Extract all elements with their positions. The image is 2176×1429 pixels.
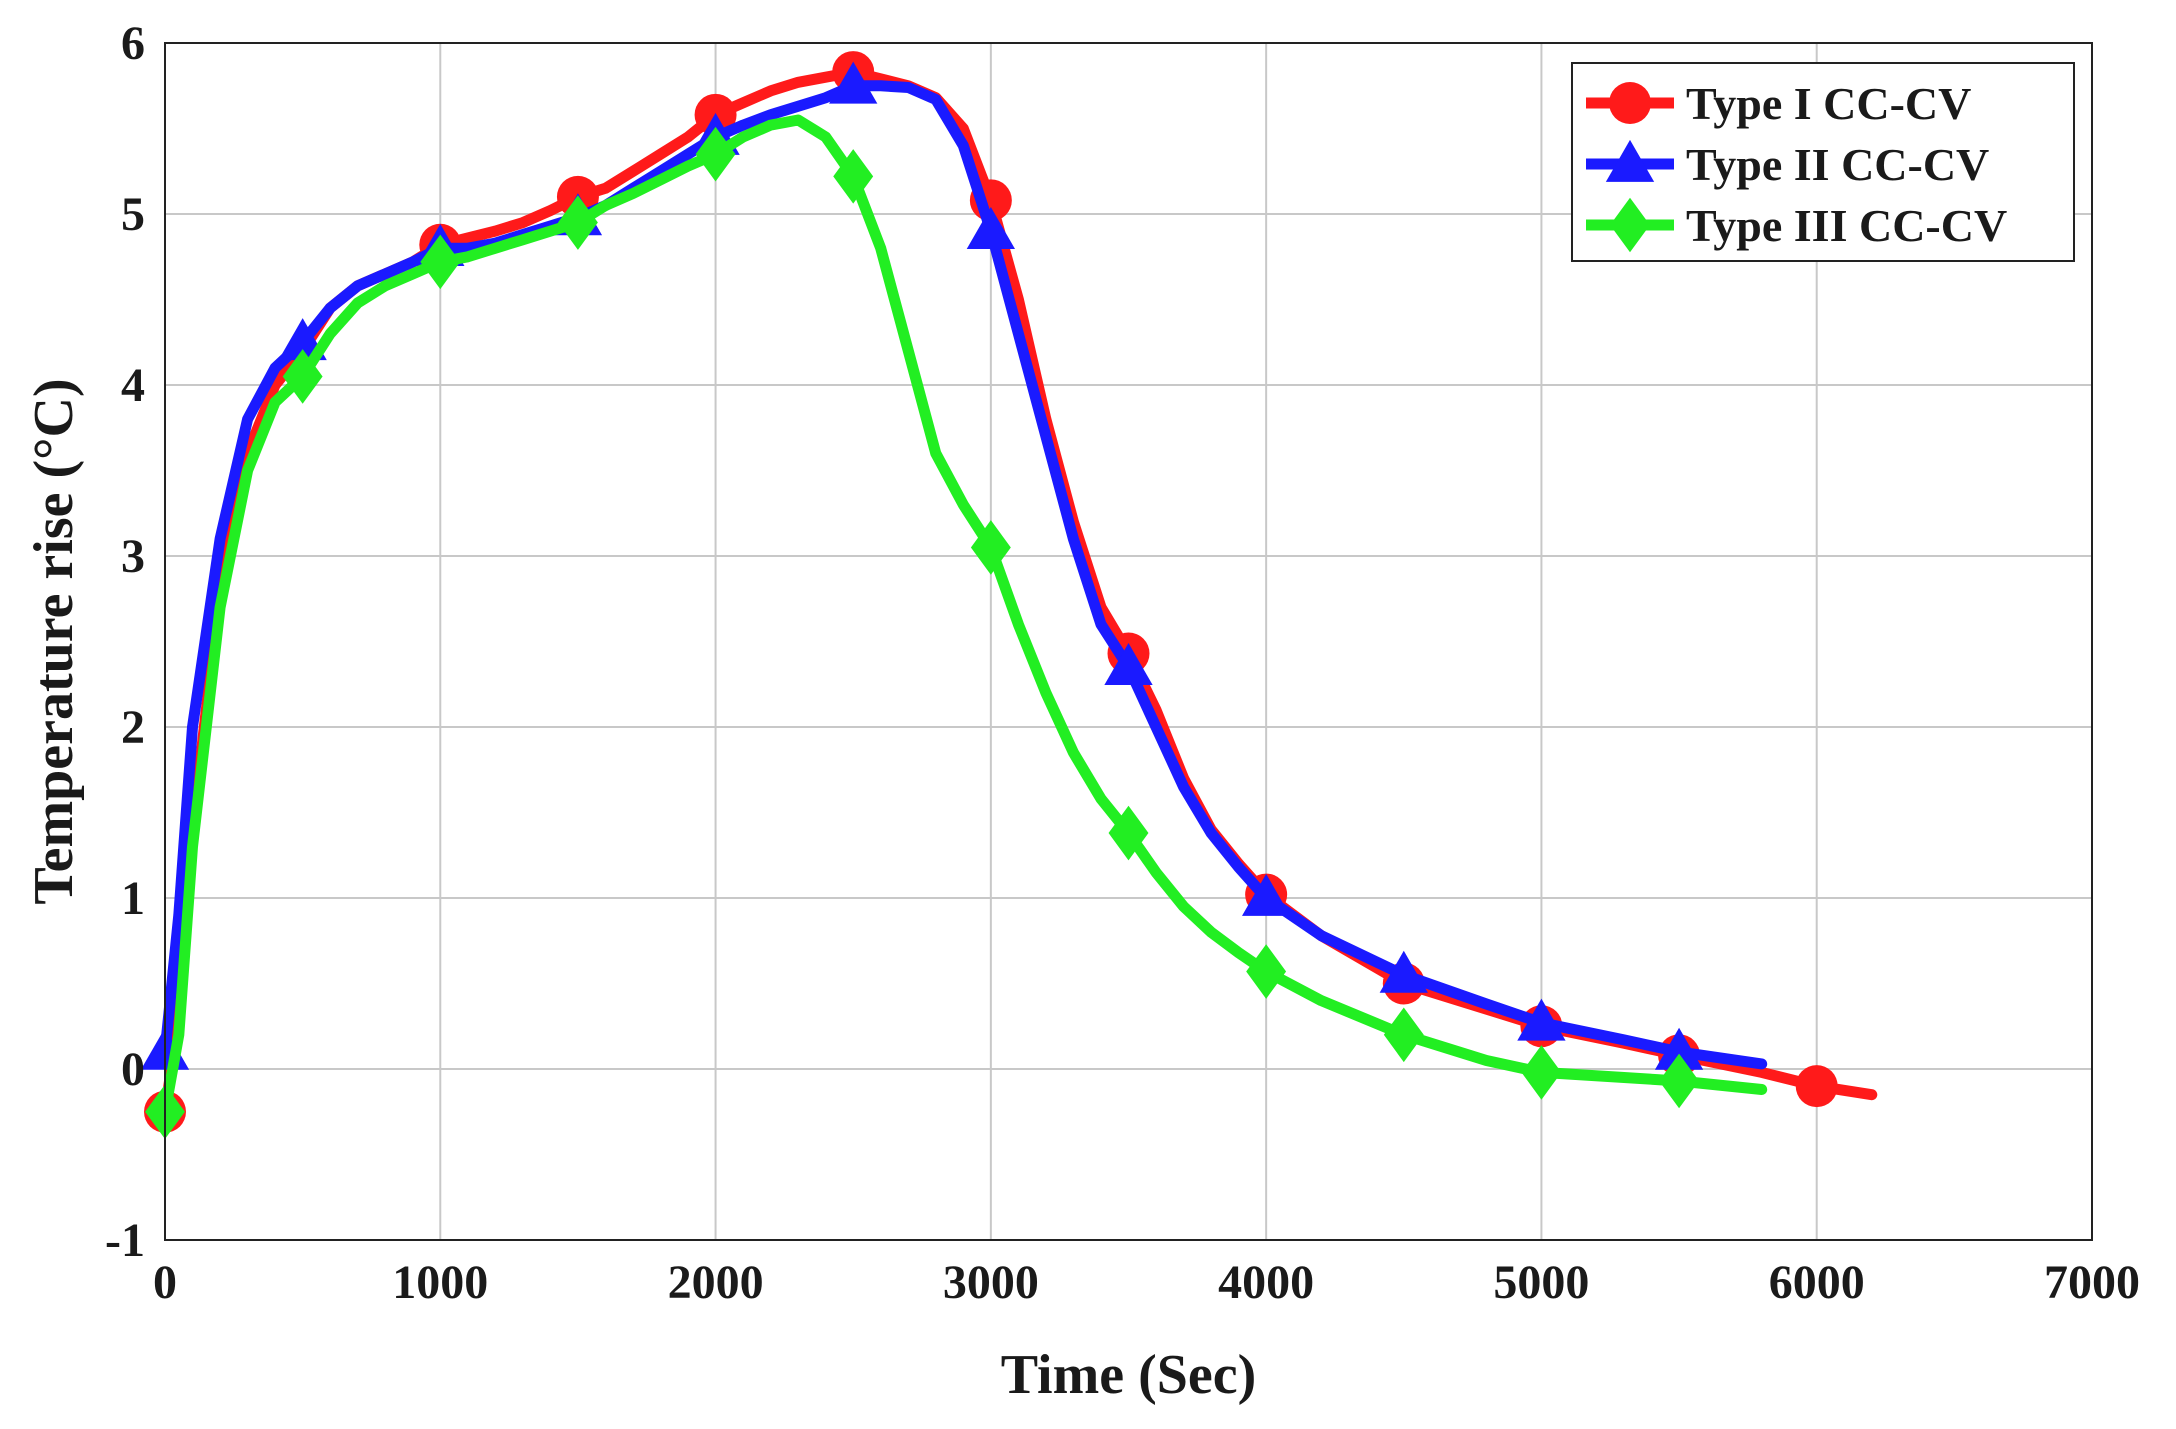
data-point-marker [1108, 805, 1149, 861]
data-point-marker [1521, 1045, 1562, 1100]
y-tick-label: 3 [121, 530, 145, 583]
y-tick-label: 4 [121, 359, 145, 412]
data-point-marker [1795, 1065, 1838, 1108]
x-tick-label: 3000 [943, 1256, 1039, 1309]
data-point-marker [557, 195, 598, 250]
legend-item: Type III CC-CV [1586, 197, 2007, 253]
y-tick-label: 0 [121, 1043, 145, 1096]
legend-item: Type I CC-CV [1586, 78, 1971, 129]
y-tick-label: 1 [121, 872, 145, 925]
data-point-marker [829, 61, 878, 104]
legend-label: Type III CC-CV [1686, 200, 2007, 251]
x-tick-label: 0 [153, 1256, 177, 1309]
legend-label: Type II CC-CV [1686, 139, 1989, 190]
data-point-marker [1659, 1053, 1700, 1109]
data-point-marker [1379, 950, 1428, 993]
data-point-marker [966, 206, 1016, 249]
y-tick-label: -1 [105, 1214, 145, 1267]
legend-swatch-marker [1609, 82, 1651, 124]
data-point-marker [1241, 873, 1291, 916]
data-point-marker [1246, 944, 1287, 999]
x-tick-label: 5000 [1493, 1256, 1589, 1309]
series-3 [145, 114, 1768, 1140]
data-point-marker [420, 234, 461, 290]
series-line [159, 80, 1768, 1070]
data-point-marker [1517, 998, 1566, 1041]
data-point-marker [1654, 1027, 1704, 1070]
grid [164, 42, 2093, 1241]
x-axis-title: Time (Sec) [1001, 1344, 1257, 1406]
y-tick-label: 6 [121, 17, 145, 70]
data-point-marker [833, 149, 874, 204]
x-tick-label: 7000 [2044, 1256, 2140, 1309]
y-axis-title: Temperature rise (°C) [23, 378, 85, 904]
plot-frame [164, 42, 2093, 1241]
data-point-marker [282, 349, 323, 404]
data-point-marker [695, 126, 736, 182]
series-lines [140, 51, 1878, 1140]
series-line [159, 114, 1768, 1118]
legend: Type I CC-CV Type II CC-CV Type III CC-CV [1571, 62, 2075, 262]
legend-label: Type I CC-CV [1686, 78, 1971, 129]
x-tick-label: 2000 [668, 1256, 764, 1309]
legend-swatch-marker [1605, 139, 1655, 182]
data-point-marker [1104, 643, 1153, 685]
y-tick-label: 2 [121, 701, 145, 754]
data-point-marker [1383, 1007, 1424, 1063]
series-2 [140, 61, 1768, 1070]
legend-item: Type II CC-CV [1586, 139, 1989, 190]
data-point-marker [970, 520, 1011, 575]
x-tick-label: 4000 [1218, 1256, 1314, 1309]
y-tick-label: 5 [121, 188, 145, 241]
legend-swatch-marker [1610, 197, 1650, 253]
x-tick-label: 1000 [392, 1256, 488, 1309]
x-tick-label: 6000 [1769, 1256, 1865, 1309]
